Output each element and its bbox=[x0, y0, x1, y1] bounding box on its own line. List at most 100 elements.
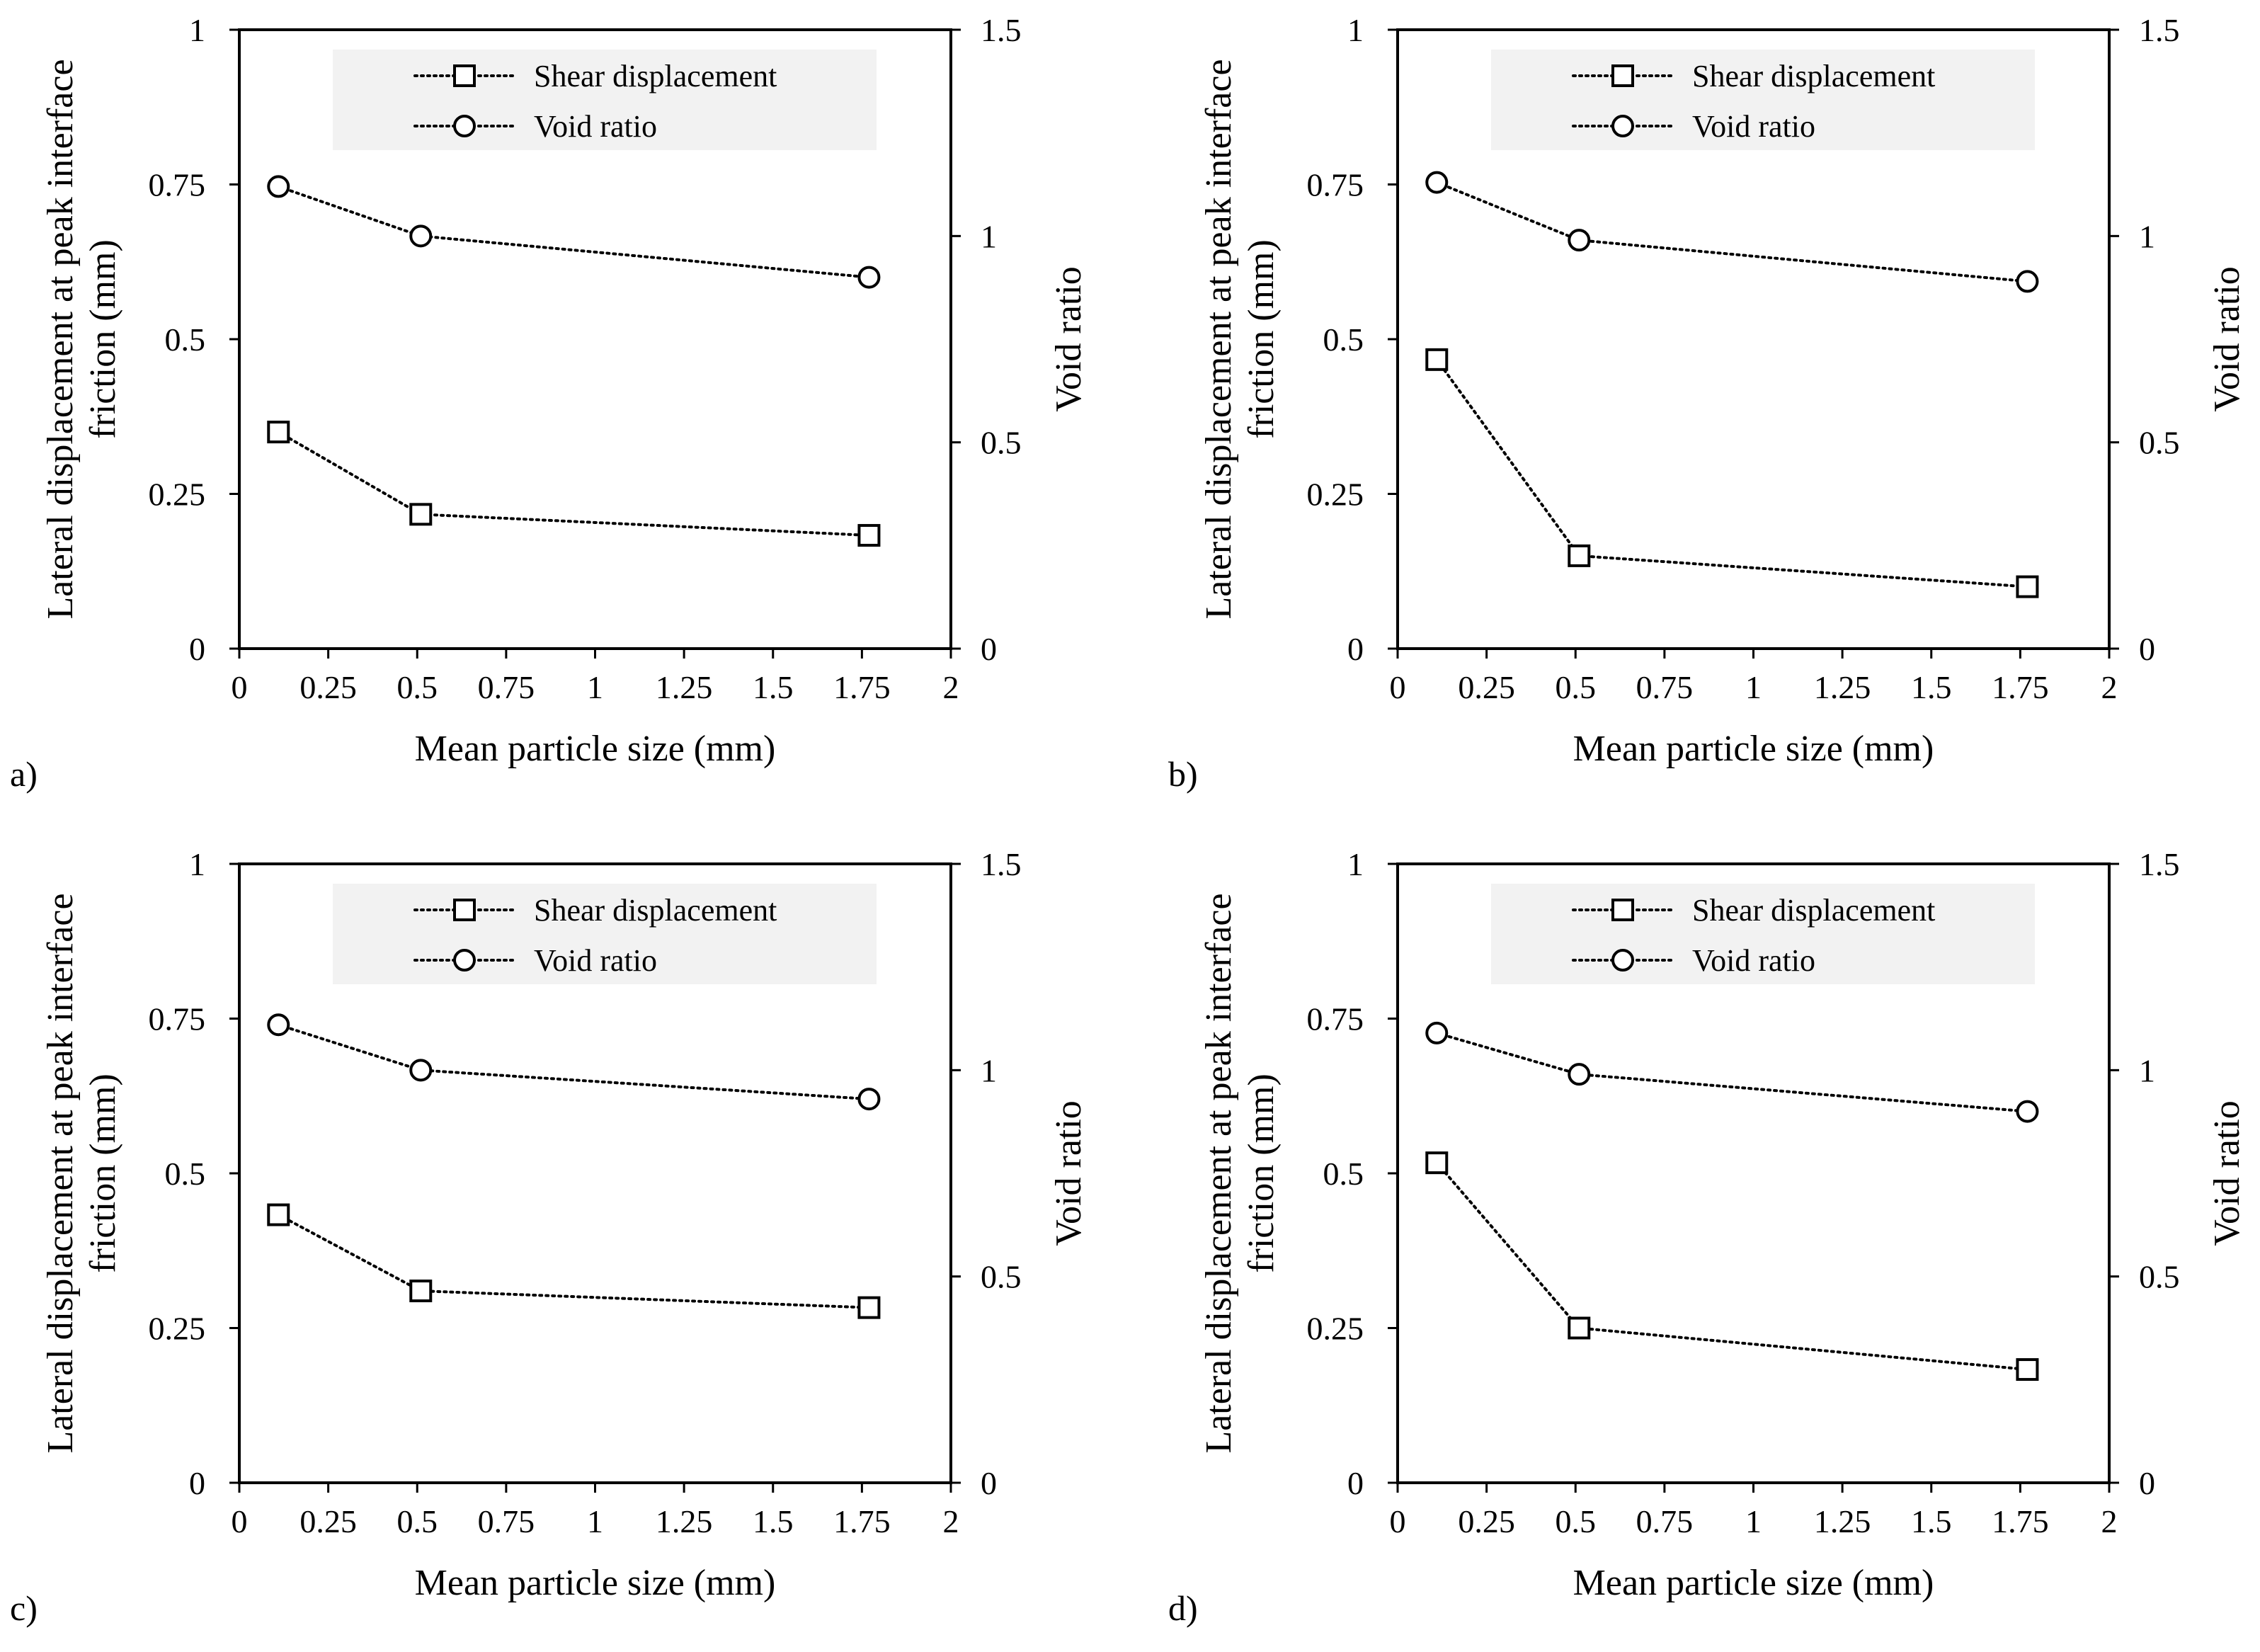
legend-label: Void ratio bbox=[534, 109, 657, 144]
x-tick-label: 0 bbox=[232, 669, 248, 705]
y-tick-label: 0.5 bbox=[1323, 321, 1364, 358]
x-tick-label: 1.5 bbox=[753, 1503, 794, 1539]
panel-label: d) bbox=[1168, 1588, 1198, 1628]
x-tick-label: 1.75 bbox=[833, 669, 891, 705]
y2-tick-label: 1 bbox=[2139, 218, 2155, 254]
legend: Shear displacement Void ratio bbox=[333, 884, 877, 984]
y-tick-label: 0.5 bbox=[1323, 1156, 1364, 1192]
y2-tick-label: 0 bbox=[981, 1465, 997, 1501]
chart-panel: 0 0.25 0.5 0.75 1 1.25 1.5 1.75 200.250.50.75100… bbox=[1168, 12, 2247, 794]
y-tick-label: 0.25 bbox=[1307, 477, 1364, 513]
shear-displacement-marker bbox=[857, 524, 881, 547]
shear-displacement-marker bbox=[267, 421, 290, 444]
y2-axis-title: Void ratio bbox=[1049, 1100, 1089, 1246]
y2-tick-label: 0.5 bbox=[981, 425, 1022, 461]
shear-displacement-marker bbox=[1568, 544, 1591, 567]
y2-axis-title: Void ratio bbox=[2207, 1100, 2247, 1246]
x-tick-label: 0.25 bbox=[1458, 669, 1515, 705]
y2-axis-title: Void ratio bbox=[2207, 266, 2247, 412]
y-tick-label: 0.5 bbox=[165, 321, 206, 358]
x-tick-label: 1.25 bbox=[1814, 669, 1871, 705]
x-axis-title: Mean particle size (mm) bbox=[415, 1563, 776, 1603]
x-tick-label: 1.25 bbox=[656, 1503, 713, 1539]
void-ratio-marker bbox=[857, 1088, 881, 1111]
y-axis-title-line1: Lateral displacement at peak interface bbox=[40, 59, 81, 619]
shear-displacement-marker bbox=[857, 1296, 881, 1319]
y2-tick-label: 0 bbox=[981, 631, 997, 667]
legend-label: Shear displacement bbox=[1692, 893, 1935, 928]
y2-tick-label: 0.5 bbox=[2139, 425, 2180, 461]
x-tick-label: 2 bbox=[2101, 1503, 2118, 1539]
x-tick-label: 1.75 bbox=[833, 1503, 891, 1539]
y-tick-label: 1 bbox=[189, 846, 205, 882]
x-tick-label: 0.5 bbox=[1556, 1503, 1597, 1539]
y2-tick-label: 1 bbox=[981, 218, 997, 254]
series-line-void-ratio bbox=[1435, 1031, 2029, 1113]
legend: Shear displacement Void ratio bbox=[333, 50, 877, 150]
y-axis-title-line2: friction (mm) bbox=[83, 1073, 123, 1273]
x-tick-label: 0.75 bbox=[1636, 1503, 1694, 1539]
y-tick-label: 0.25 bbox=[1307, 1311, 1364, 1347]
legend-label: Void ratio bbox=[1692, 943, 1815, 978]
legend-label: Shear displacement bbox=[534, 893, 777, 928]
y-tick-label: 0 bbox=[189, 631, 205, 667]
panel-label: b) bbox=[1168, 754, 1198, 794]
void-ratio-marker bbox=[2016, 1100, 2039, 1123]
x-tick-label: 1.5 bbox=[1911, 1503, 1952, 1539]
shear-displacement-marker bbox=[1425, 1151, 1449, 1175]
legend-square-marker bbox=[453, 64, 476, 87]
void-ratio-marker bbox=[409, 1059, 433, 1082]
legend-label: Shear displacement bbox=[1692, 59, 1935, 93]
y2-tick-label: 0.5 bbox=[981, 1259, 1022, 1295]
void-ratio-marker bbox=[1568, 229, 1591, 252]
legend-box bbox=[333, 50, 877, 150]
shear-displacement-marker bbox=[1425, 348, 1449, 371]
x-tick-label: 1 bbox=[587, 1503, 603, 1539]
panel-label: a) bbox=[10, 754, 38, 794]
x-tick-label: 1 bbox=[1745, 669, 1762, 705]
x-tick-label: 2 bbox=[943, 669, 959, 705]
y-tick-label: 0.25 bbox=[149, 477, 206, 513]
y2-tick-label: 1.5 bbox=[981, 12, 1022, 48]
x-tick-label: 1.5 bbox=[1911, 669, 1952, 705]
void-ratio-marker bbox=[267, 1013, 290, 1037]
y-tick-label: 0.75 bbox=[1307, 1001, 1364, 1037]
void-ratio-marker bbox=[267, 175, 290, 198]
shear-displacement-marker bbox=[2016, 575, 2039, 598]
series-line-shear-displacement bbox=[1435, 358, 2029, 588]
y2-axis-title: Void ratio bbox=[1049, 266, 1089, 412]
x-tick-label: 0 bbox=[1390, 1503, 1406, 1539]
x-tick-label: 1.75 bbox=[1992, 669, 2049, 705]
x-tick-label: 1.25 bbox=[656, 669, 713, 705]
x-tick-label: 0.75 bbox=[478, 669, 535, 705]
y-tick-label: 0.75 bbox=[149, 1001, 206, 1037]
shear-displacement-marker bbox=[2016, 1358, 2039, 1382]
series-line-shear-displacement bbox=[1435, 1161, 2029, 1372]
legend-square-marker bbox=[453, 899, 476, 921]
void-ratio-marker bbox=[1425, 1021, 1449, 1044]
x-tick-label: 1 bbox=[1745, 1503, 1762, 1539]
series-line-void-ratio bbox=[277, 1023, 871, 1101]
x-tick-label: 0.25 bbox=[1458, 1503, 1515, 1539]
y-tick-label: 0.5 bbox=[165, 1156, 206, 1192]
x-tick-label: 1 bbox=[587, 669, 603, 705]
legend-box bbox=[1491, 50, 2035, 150]
chart-panel: 0 0.25 0.5 0.75 1 1.25 1.5 1.75 200.250.50.75100… bbox=[10, 12, 1089, 794]
legend-circle-marker bbox=[1611, 115, 1634, 137]
x-tick-label: 0 bbox=[232, 1503, 248, 1539]
y-tick-label: 0 bbox=[1347, 631, 1364, 667]
legend-square-marker bbox=[1611, 899, 1634, 921]
legend-circle-marker bbox=[1611, 949, 1634, 972]
x-tick-label: 0.75 bbox=[478, 1503, 535, 1539]
y2-tick-label: 1.5 bbox=[981, 846, 1022, 882]
legend: Shear displacement Void ratio bbox=[1491, 50, 2035, 150]
y-tick-label: 1 bbox=[1347, 12, 1364, 48]
x-axis-title: Mean particle size (mm) bbox=[1573, 729, 1934, 769]
y2-tick-label: 1 bbox=[981, 1052, 997, 1088]
x-tick-label: 2 bbox=[943, 1503, 959, 1539]
x-tick-label: 0.75 bbox=[1636, 669, 1694, 705]
y-tick-label: 0 bbox=[189, 1465, 205, 1501]
y-tick-label: 1 bbox=[189, 12, 205, 48]
x-tick-label: 0.25 bbox=[299, 669, 357, 705]
y-axis-title-line1: Lateral displacement at peak interface bbox=[40, 893, 81, 1453]
